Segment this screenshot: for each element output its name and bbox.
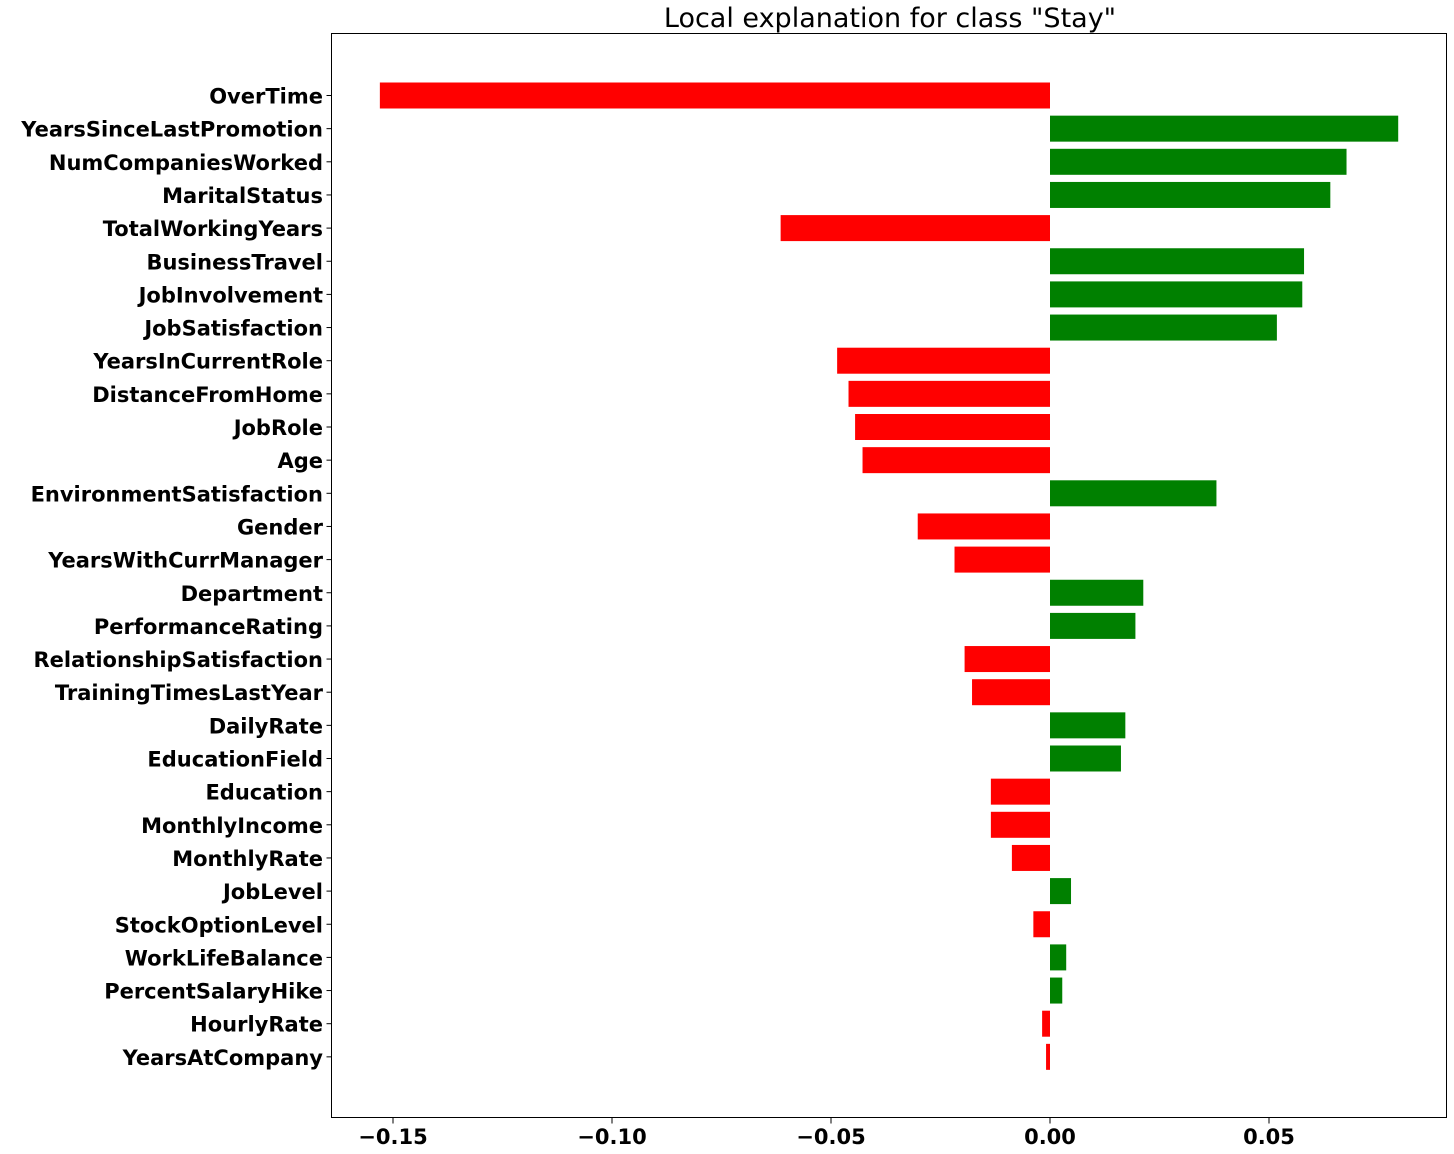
y-tick-label: MonthlyIncome: [141, 814, 323, 838]
x-tick-label: −0.10: [577, 1125, 646, 1149]
y-tick-label: EnvironmentSatisfaction: [31, 482, 323, 506]
bar-YearsWithCurrManager: [954, 546, 1050, 573]
y-tick-label: TotalWorkingYears: [103, 217, 323, 241]
y-tick-label: OverTime: [209, 85, 323, 109]
y-tick-label: YearsInCurrentRole: [92, 350, 323, 374]
y-tick-label: NumCompaniesWorked: [49, 151, 323, 175]
bar-HourlyRate: [1042, 1010, 1050, 1037]
x-tick-label: 0.05: [1243, 1125, 1295, 1149]
y-tick-label: JobRole: [232, 416, 323, 440]
y-tick-label: StockOptionLevel: [115, 913, 323, 937]
x-tick-label: −0.05: [796, 1125, 865, 1149]
y-tick-label: RelationshipSatisfaction: [34, 648, 323, 672]
bar-YearsSinceLastPromotion: [1050, 115, 1399, 142]
bar-StockOptionLevel: [1033, 911, 1050, 938]
y-tick-label: WorkLifeBalance: [125, 946, 323, 970]
y-tick-label: MonthlyRate: [172, 847, 323, 871]
y-tick-label: PercentSalaryHike: [104, 980, 323, 1004]
bar-YearsInCurrentRole: [837, 347, 1050, 374]
chart-title: Local explanation for class "Stay": [664, 3, 1116, 34]
y-tick-label: Department: [181, 582, 323, 606]
bar-YearsAtCompany: [1046, 1043, 1050, 1070]
bar-JobSatisfaction: [1050, 314, 1277, 341]
y-tick-label: MaritalStatus: [162, 184, 323, 208]
bar-OverTime: [379, 82, 1050, 109]
y-tick-label: DistanceFromHome: [92, 383, 323, 407]
bar-JobRole: [855, 414, 1050, 440]
bar-Gender: [917, 513, 1050, 540]
x-tick-label: 0.00: [1024, 1125, 1076, 1149]
bars-group: [379, 82, 1399, 1070]
y-tick-label: Education: [205, 781, 323, 805]
y-tick-label: YearsAtCompany: [122, 1046, 324, 1070]
y-tick-label: JobSatisfaction: [142, 317, 323, 341]
y-tick-label: Age: [277, 449, 323, 473]
bar-DailyRate: [1050, 712, 1126, 739]
bar-MaritalStatus: [1050, 181, 1331, 208]
y-tick-label: HourlyRate: [190, 1013, 323, 1037]
bar-PerformanceRating: [1050, 612, 1136, 639]
bar-Department: [1050, 579, 1144, 606]
bar-MonthlyIncome: [990, 811, 1050, 838]
y-tick-label: Gender: [237, 515, 324, 539]
y-tick-label: YearsSinceLastPromotion: [20, 118, 323, 142]
bar-BusinessTravel: [1050, 248, 1305, 275]
bar-JobLevel: [1050, 878, 1072, 905]
y-tick-label: DailyRate: [209, 714, 323, 738]
bar-MonthlyRate: [1011, 844, 1050, 871]
bar-EducationField: [1050, 745, 1121, 772]
bar-NumCompaniesWorked: [1050, 148, 1347, 175]
bar-PercentSalaryHike: [1050, 977, 1063, 1004]
x-tick-label: −0.15: [358, 1125, 427, 1149]
y-tick-label: TrainingTimesLastYear: [55, 681, 324, 705]
y-tick-label: PerformanceRating: [94, 615, 323, 639]
x-axis: −0.15 −0.10 −0.05 0.00 0.05: [358, 1117, 1295, 1149]
y-tick-label: YearsWithCurrManager: [47, 549, 323, 573]
bar-TotalWorkingYears: [780, 215, 1050, 242]
plot-frame: [331, 33, 1447, 1118]
bar-DistanceFromHome: [848, 380, 1050, 407]
y-tick-label: EducationField: [147, 748, 323, 772]
bar-Education: [990, 778, 1050, 805]
y-tick-label: JobLevel: [221, 880, 323, 904]
bar-JobInvolvement: [1050, 281, 1303, 308]
bar-EnvironmentSatisfaction: [1050, 480, 1217, 507]
y-tick-labels: OverTime YearsSinceLastPromotion NumCompan…: [20, 85, 332, 1070]
bar-Age: [862, 447, 1050, 474]
bar-TrainingTimesLastYear: [972, 679, 1050, 706]
y-tick-label: JobInvolvement: [137, 283, 323, 307]
y-tick-label: BusinessTravel: [146, 250, 323, 274]
bar-WorkLifeBalance: [1050, 944, 1067, 971]
bar-RelationshipSatisfaction: [964, 646, 1050, 673]
